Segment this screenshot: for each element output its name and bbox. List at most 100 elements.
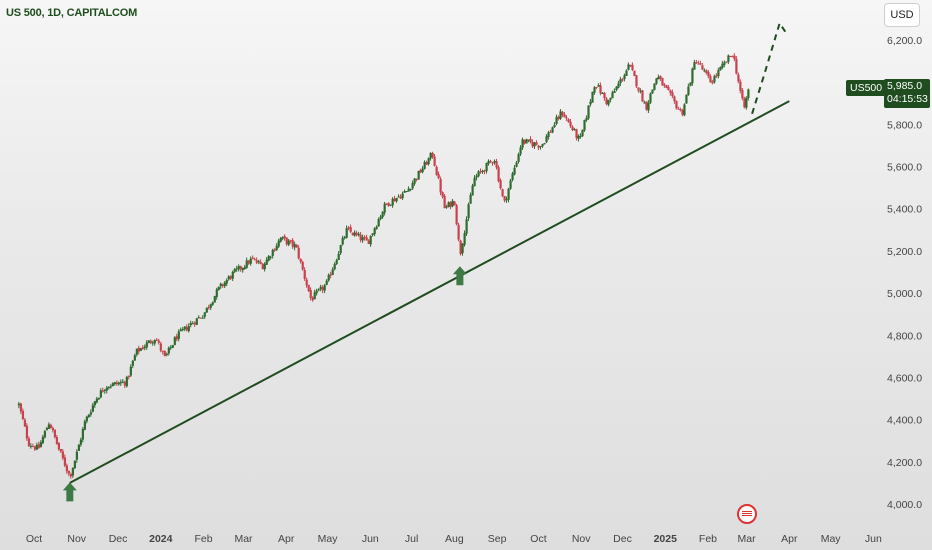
candle-body [415, 178, 418, 180]
candle-body [363, 236, 366, 238]
candle-body [73, 460, 76, 469]
candle-body [121, 381, 124, 383]
candle-body [553, 124, 556, 128]
currency-button[interactable]: USD [884, 3, 920, 27]
candle-body [681, 109, 684, 115]
candle-body [187, 326, 190, 332]
candle-body [747, 89, 750, 98]
candle-body [411, 183, 414, 189]
candle-body [451, 200, 454, 207]
candle-body [303, 270, 306, 279]
candle-body [707, 72, 710, 77]
candle-body [633, 70, 636, 76]
candle-body [745, 97, 748, 108]
candle-body [651, 89, 654, 94]
candle-body [193, 322, 196, 325]
candle-body [395, 197, 398, 202]
candle-body [597, 85, 600, 87]
candle-body [579, 135, 582, 137]
candle-body [41, 436, 45, 444]
candle-body [665, 85, 668, 88]
candle-body [23, 419, 27, 427]
candle-body [283, 236, 286, 239]
candle-body [685, 94, 688, 104]
candle-body [523, 139, 526, 144]
candle-body [697, 63, 700, 65]
candle-body [243, 267, 246, 269]
candle-body [467, 204, 470, 219]
candle-body [313, 292, 316, 300]
candle-body [389, 204, 392, 206]
candle-body [271, 249, 274, 256]
candle-body [521, 139, 524, 148]
y-tick-label: 4,200.0 [887, 457, 922, 469]
x-tick-label: Nov [67, 533, 86, 545]
candle-body [721, 63, 724, 68]
candle-body [375, 226, 378, 229]
candle-body [151, 342, 154, 344]
candle-body [295, 244, 298, 248]
candle-body [669, 90, 672, 93]
candle-body [343, 236, 346, 239]
x-tick-label: 2025 [654, 533, 678, 545]
candle-body [617, 83, 620, 88]
candle-body [285, 237, 288, 245]
candle-body [703, 70, 706, 72]
last-price-label: 5,985.0 04:15:53 [884, 79, 930, 108]
candle-body [729, 55, 732, 57]
symbol-price-tag: US500 [846, 80, 887, 96]
candle-body [245, 260, 248, 268]
candle-body [123, 381, 126, 386]
candle-body [475, 175, 478, 178]
candle-body [203, 312, 206, 317]
candle-body [103, 389, 106, 391]
candle-body [653, 83, 656, 90]
x-tick-label: Feb [194, 533, 212, 545]
candle-body [25, 425, 29, 439]
candle-body [107, 387, 110, 389]
candle-body [593, 87, 596, 93]
candle-body [81, 428, 84, 440]
candle-body [299, 259, 302, 262]
x-tick-label: Sep [488, 533, 507, 545]
candle-body [89, 412, 92, 415]
candle-body [345, 228, 348, 238]
candle-body [47, 424, 51, 429]
candle-body [83, 421, 86, 430]
candle-body [743, 98, 746, 108]
candle-body [689, 82, 692, 86]
candle-body [647, 102, 650, 111]
candle-body [609, 97, 612, 100]
candle-body [667, 87, 670, 91]
candle-body [281, 236, 284, 239]
candle-body [429, 153, 432, 159]
candle-body [453, 201, 456, 206]
candle-body [71, 467, 74, 476]
candle-body [185, 327, 188, 331]
candle-body [489, 161, 492, 163]
candle-body [445, 206, 448, 208]
candle-body [417, 170, 420, 180]
x-tick-label: 2024 [149, 533, 173, 545]
candle-body [701, 65, 704, 70]
x-tick-label: Feb [699, 533, 717, 545]
candle-body [33, 446, 37, 450]
candle-body [201, 317, 204, 319]
candle-body [441, 192, 444, 197]
candle-body [63, 457, 67, 466]
x-tick-label: Mar [738, 533, 757, 545]
candle-body [623, 75, 626, 80]
candle-body [67, 470, 71, 474]
candle-body [611, 92, 614, 99]
candle-body [531, 142, 534, 147]
candle-body [383, 203, 386, 213]
candle-body [29, 445, 33, 447]
candle-body [335, 260, 338, 264]
candle-body [483, 170, 486, 172]
candle-body [515, 162, 518, 167]
candle-body [117, 382, 120, 385]
candle-body [173, 337, 176, 346]
candle-body [223, 282, 226, 287]
